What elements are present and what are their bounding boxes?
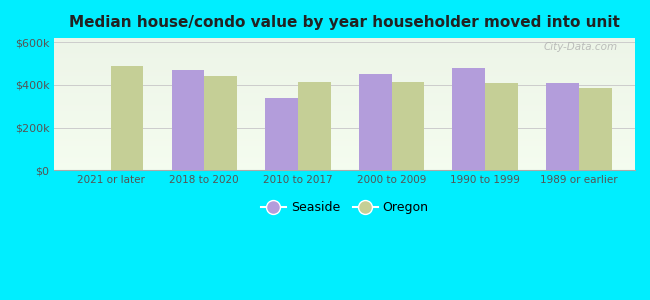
Bar	[204, 76, 237, 170]
Bar	[546, 83, 578, 170]
Bar	[485, 83, 518, 170]
Bar	[359, 74, 391, 170]
Bar	[391, 82, 424, 170]
Title: Median house/condo value by year householder moved into unit: Median house/condo value by year househo…	[70, 15, 620, 30]
Bar	[172, 70, 204, 170]
Bar	[111, 66, 144, 170]
Bar	[265, 98, 298, 170]
Bar	[578, 88, 612, 170]
Bar	[298, 82, 331, 170]
Text: City-Data.com: City-Data.com	[543, 42, 618, 52]
Legend: Seaside, Oregon: Seaside, Oregon	[256, 196, 434, 220]
Bar	[452, 68, 485, 170]
